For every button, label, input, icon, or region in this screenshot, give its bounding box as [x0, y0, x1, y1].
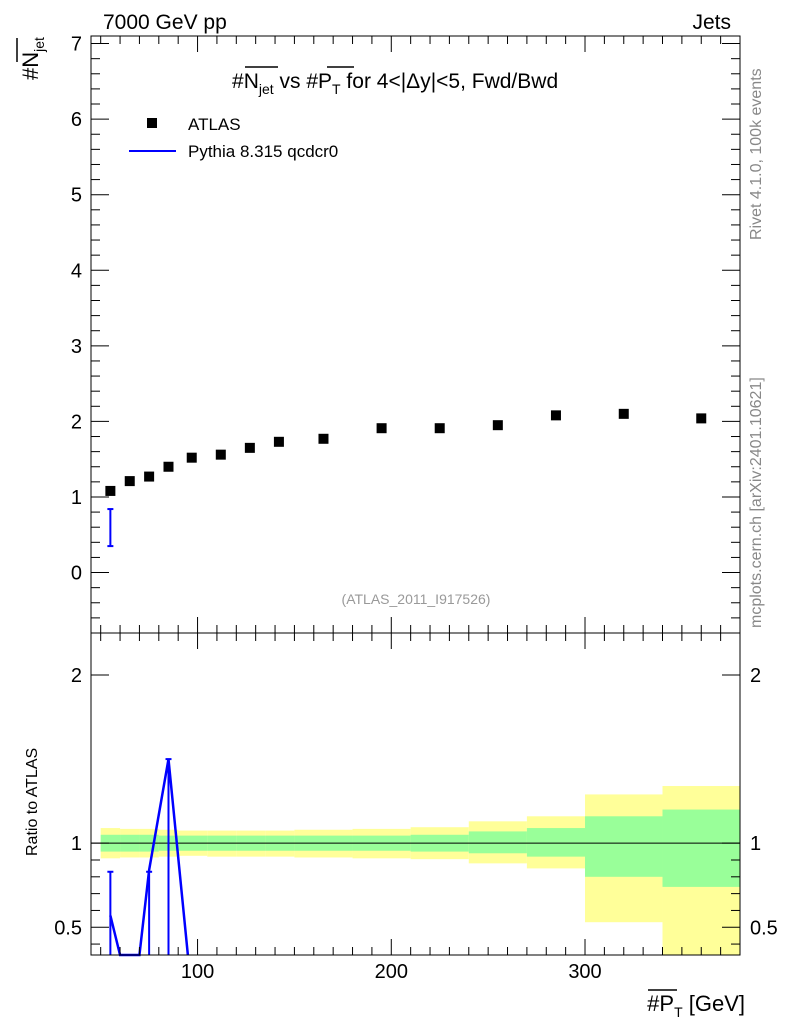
atlas-data-point [318, 433, 329, 444]
atlas-data-point [376, 423, 387, 434]
pythia-ratio-line [109, 758, 190, 957]
legend-pythia-label: Pythia 8.315 qcdcr0 [188, 142, 338, 161]
main-y-label-sub: jet [31, 37, 47, 53]
main-xticks [100, 36, 722, 633]
main-marks [105, 408, 707, 548]
mcplots-label: mcplots.cern.ch [arXiv:2401.10621] [748, 377, 765, 628]
uncertainty-band-green [526, 828, 586, 857]
title-vs: vs # [274, 70, 319, 93]
title-prefix: # [232, 70, 244, 93]
x-label-p-sub: T [674, 1004, 683, 1020]
ratio-marks [91, 758, 740, 957]
ratio-xticks: 100 200 300 [100, 633, 722, 983]
chart-title: #Njet vs #PT for 4<|Δy|<5, Fwd/Bwd [232, 70, 558, 97]
ratio-x-tick-label: 100 [181, 961, 214, 983]
ratio-x-tick-label: 200 [375, 961, 408, 983]
analysis-watermark: (ATLAS_2011_I917526) [342, 591, 491, 607]
ratio-x-tick-label: 300 [568, 961, 601, 983]
ratio-yticks: 0.5 0.5 1 1 2 2 [54, 665, 778, 945]
main-y-tick-label: 5 [71, 185, 82, 207]
atlas-data-point [492, 420, 503, 431]
title-p-sub: T [332, 81, 341, 97]
main-y-label-n: N [18, 52, 43, 68]
main-y-tick-label: 6 [71, 109, 82, 131]
ratio-panel: 100 200 300 0.5 0.5 1 1 2 2 Ratio to ATLAS #PT … [24, 632, 778, 1020]
atlas-data-point [244, 442, 255, 453]
main-yticks: 0 1 2 3 4 5 6 7 [71, 34, 740, 634]
main-y-label: #Njet [18, 37, 47, 80]
x-label-suffix: [GeV] [683, 991, 745, 1016]
ratio-y-tick-label-right: 0.5 [750, 917, 778, 939]
ratio-y-tick-label-left: 0.5 [54, 917, 82, 939]
uncertainty-band-green [662, 809, 740, 887]
atlas-data-point [273, 436, 284, 447]
header-right: Jets [692, 11, 731, 34]
ratio-y-tick-label-right: 1 [750, 833, 761, 855]
legend-atlas-marker [147, 118, 157, 128]
main-y-tick-label: 4 [71, 260, 82, 282]
ratio-y-tick-label-left: 2 [71, 665, 82, 687]
atlas-data-point [550, 410, 561, 421]
atlas-data-point [434, 423, 445, 434]
main-y-label-prefix: # [18, 67, 43, 80]
main-y-tick-label: 1 [71, 487, 82, 509]
ratio-y-tick-label-left: 1 [71, 833, 82, 855]
atlas-data-point [618, 408, 629, 419]
atlas-data-point [696, 413, 707, 424]
atlas-data-point [124, 476, 135, 487]
ratio-y-tick-label-right: 2 [750, 665, 761, 687]
x-label-p: P [659, 991, 674, 1016]
atlas-data-point [144, 471, 155, 482]
legend-atlas-label: ATLAS [188, 115, 241, 134]
ratio-frame [90, 632, 741, 956]
title-n: N [244, 70, 259, 93]
atlas-data-point [105, 485, 116, 496]
title-suffix: for 4<|Δy|<5, Fwd/Bwd [341, 70, 559, 93]
title-p: P [318, 70, 332, 93]
header-left: 7000 GeV pp [103, 11, 227, 34]
uncertainty-band-green [468, 831, 527, 854]
atlas-data-point [215, 449, 226, 460]
rivet-label: Rivet 4.1.0, 100k events [748, 68, 765, 240]
x-label-prefix: # [647, 991, 660, 1016]
atlas-data-point [186, 452, 197, 463]
main-y-tick-label: 7 [71, 34, 82, 56]
main-y-tick-label: 2 [71, 411, 82, 433]
main-y-tick-label: 0 [71, 563, 82, 585]
x-axis-label: #PT [GeV] [647, 991, 745, 1020]
ratio-y-label: Ratio to ATLAS [24, 748, 41, 856]
main-y-tick-label: 3 [71, 336, 82, 358]
atlas-data-point [163, 461, 174, 472]
title-n-sub: jet [258, 81, 274, 97]
uncertainty-band-green [585, 816, 663, 877]
